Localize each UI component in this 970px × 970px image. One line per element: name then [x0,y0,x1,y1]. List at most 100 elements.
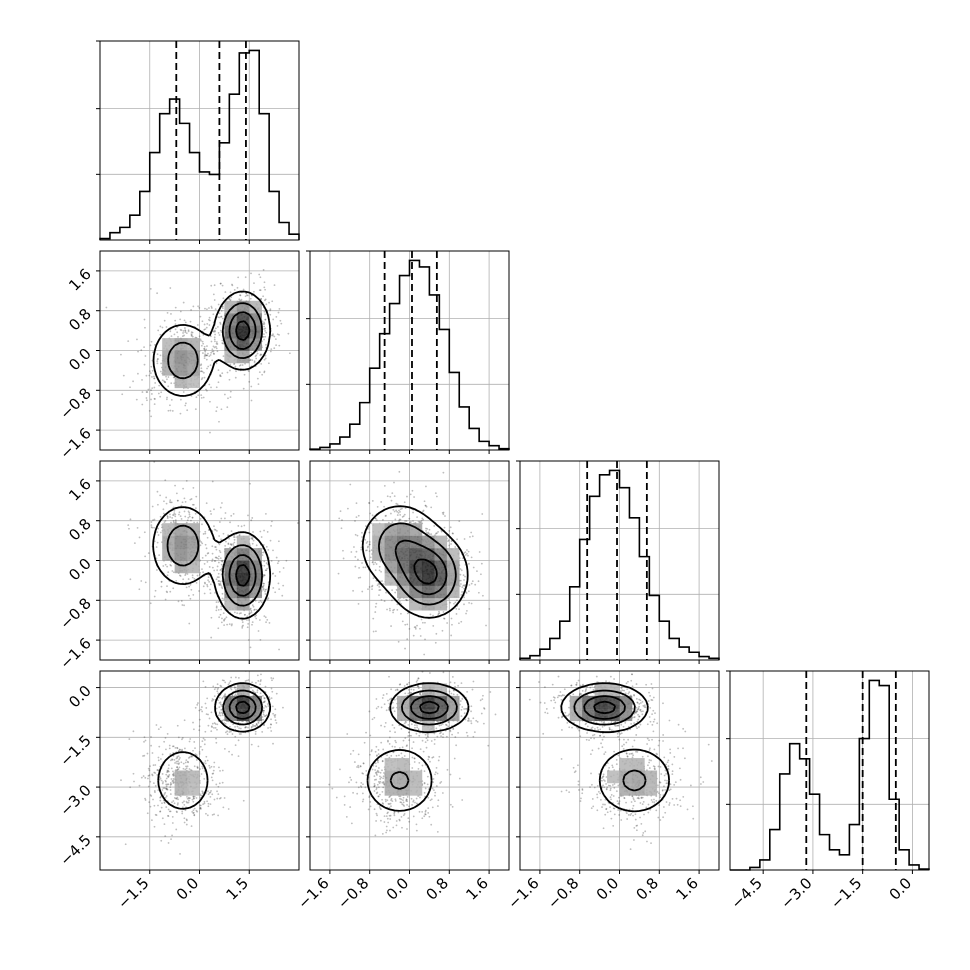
scatter-point [396,514,399,516]
scatter-point [250,385,253,388]
scatter-point [151,351,154,354]
scatter-point [253,361,256,364]
scatter-point [195,396,198,399]
scatter-point [170,778,173,780]
scatter-point [285,559,288,562]
scatter-point [271,573,274,575]
scatter-point [405,520,408,522]
scatter-point [201,568,203,571]
scatter-point [189,738,192,740]
scatter-point [175,828,178,831]
scatter-point [442,611,445,613]
scatter-point [441,792,444,794]
scatter-point [259,353,262,356]
scatter-point [397,598,400,601]
scatter-point [219,321,222,324]
scatter-point [240,612,242,614]
scatter-point [221,587,224,590]
scatter-point [251,359,254,362]
scatter-point [382,583,385,586]
scatter-point [184,330,187,332]
scatter-point [268,301,270,304]
scatter-point [396,503,399,506]
scatter-point [201,748,204,751]
scatter-point [198,573,201,576]
scatter-point [144,555,147,558]
scatter-point [238,298,241,301]
scatter-point [400,612,402,615]
scatter-point [188,585,191,588]
scatter-point [149,602,152,605]
scatter-point [242,799,245,802]
scatter-point [214,686,217,689]
scatter-point [449,601,452,604]
scatter-point [263,529,265,532]
scatter-point [228,537,230,540]
scatter-point [195,495,198,498]
scatter-point [165,795,168,797]
scatter-point [172,778,175,780]
scatter-point [247,622,250,625]
scatter-point [387,739,389,742]
scatter-point [409,493,412,496]
scatter-point [182,578,185,581]
scatter-point [421,739,424,742]
scatter-point [171,815,174,818]
scatter-point [164,779,167,782]
scatter-point [206,552,209,555]
scatter-point [200,794,203,797]
scatter-point [229,396,232,399]
scatter-point [151,774,154,777]
scatter-point [369,556,372,559]
scatter-point [367,545,370,548]
scatter-point [435,632,438,635]
scatter-point [180,518,183,520]
scatter-point [361,562,363,564]
scatter-point [207,790,209,792]
scatter-point [221,305,224,308]
scatter-point [201,320,204,323]
scatter-point [250,725,253,728]
scatter-point [166,378,168,381]
scatter-point [274,713,277,716]
scatter-point [264,318,267,321]
scatter-point [247,294,249,297]
scatter-point [205,348,208,351]
scatter-point [346,733,349,735]
scatter-point [365,774,368,777]
scatter-point [249,612,252,615]
scatter-point [186,519,189,522]
scatter-point [263,564,266,567]
scatter-point [409,521,411,524]
scatter-point [199,370,202,373]
scatter-point [267,705,270,707]
scatter-point [180,504,183,507]
scatter-point [423,653,426,656]
scatter-point [375,563,378,565]
scatter-point [190,335,193,337]
scatter-point [164,791,167,794]
scatter-point [176,499,179,502]
scatter-point [156,292,159,295]
scatter-point [213,722,216,724]
scatter-point [236,725,239,728]
scatter-point [240,525,243,528]
scatter-point [169,590,172,593]
scatter-point [401,507,403,510]
scatter-point [263,321,266,324]
scatter-point [442,513,445,516]
scatter-point [235,370,237,373]
density-cell [434,535,448,549]
scatter-point [162,512,165,515]
scatter-point [160,585,163,588]
scatter-point [339,510,342,513]
scatter-point [203,581,206,584]
contour-line [228,554,257,597]
scatter-point [375,602,378,605]
scatter-point [481,513,484,515]
scatter-point [244,362,246,365]
scatter-point [208,316,211,319]
scatter-point [234,365,237,368]
scatter-point [255,681,257,684]
scatter-point [214,726,217,729]
